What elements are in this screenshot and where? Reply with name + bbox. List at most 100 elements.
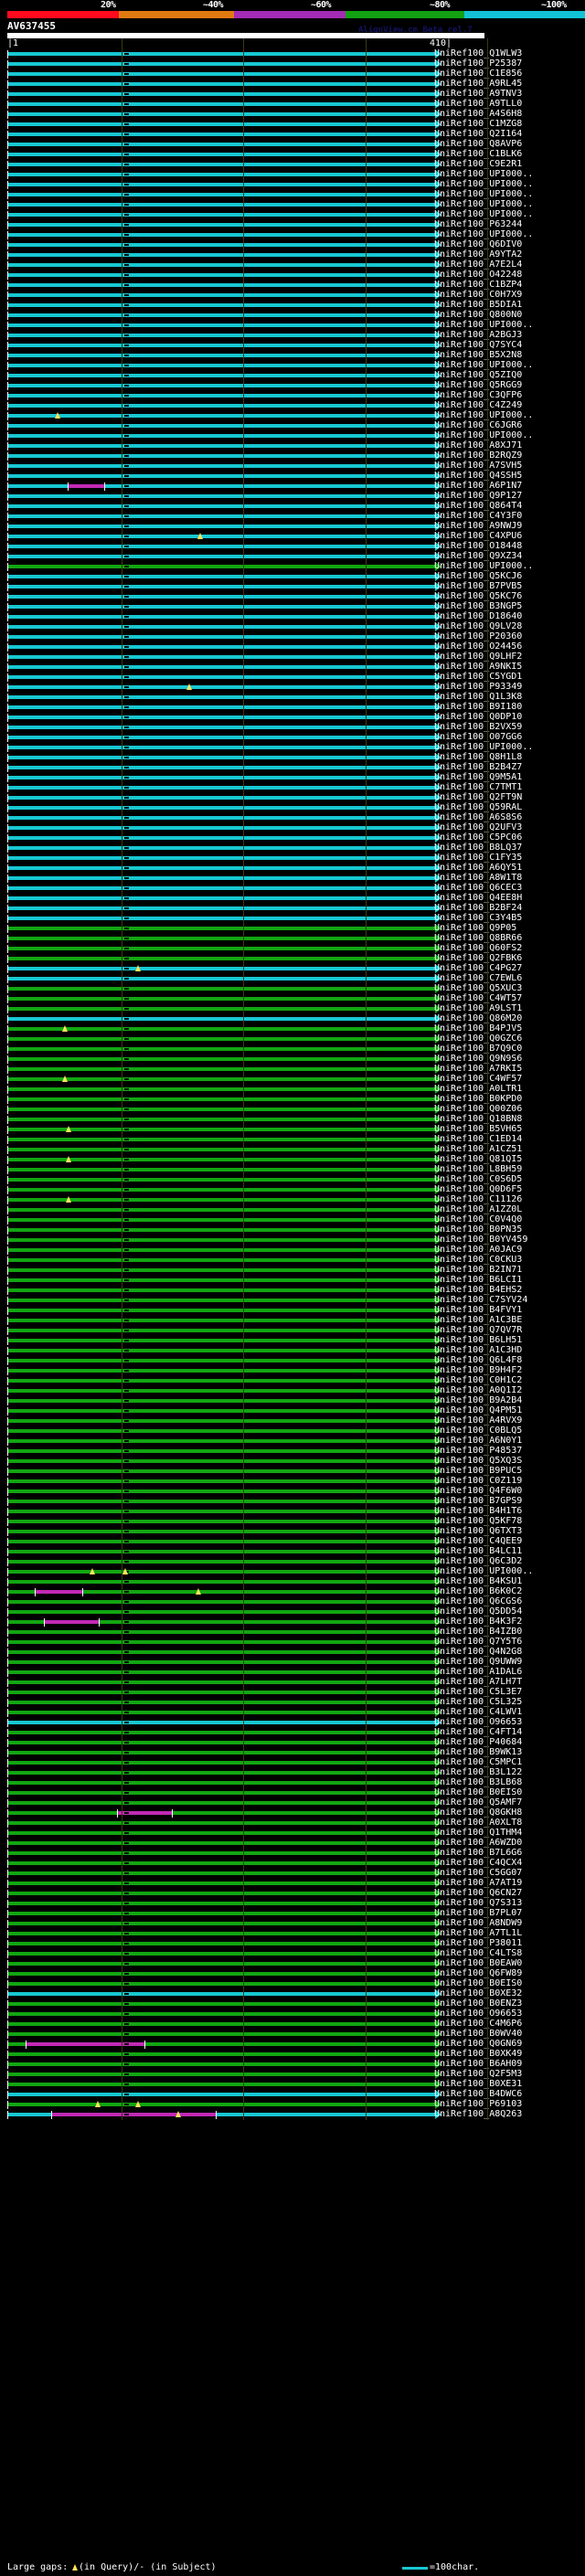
hsp-bar[interactable] xyxy=(7,665,435,669)
subject-label[interactable]: UniRef100_Q8GKH8 xyxy=(434,1807,523,1818)
hsp-bar[interactable] xyxy=(7,836,435,840)
alignment-row[interactable]: UniRef100_Q5RGG9 xyxy=(0,380,585,391)
hsp-bar[interactable] xyxy=(7,1369,435,1373)
alignment-row[interactable]: UniRef100_A6P1N7 xyxy=(0,481,585,492)
subject-label[interactable]: UniRef100_B3NGP5 xyxy=(434,601,523,611)
alignment-row[interactable]: UniRef100_A6WZD0 xyxy=(0,1838,585,1849)
alignment-row[interactable]: UniRef100_UPI000.. xyxy=(0,189,585,200)
subject-label[interactable]: UniRef100_Q9XZ34 xyxy=(434,551,523,561)
alignment-row[interactable]: UniRef100_Q8H1L8 xyxy=(0,752,585,763)
subject-label[interactable]: UniRef100_Q7S313 xyxy=(434,1898,523,1908)
alignment-row[interactable]: UniRef100_O96653 xyxy=(0,2009,585,2019)
alignment-row[interactable]: UniRef100_C4FT14 xyxy=(0,1727,585,1738)
hsp-bar[interactable] xyxy=(7,1459,435,1463)
hsp-bar[interactable] xyxy=(7,1972,435,1976)
subject-label[interactable]: UniRef100_B0WV40 xyxy=(434,2029,523,2039)
hsp-bar[interactable] xyxy=(7,635,435,639)
hsp-bar[interactable] xyxy=(7,1278,435,1282)
subject-label[interactable]: UniRef100_B0XE32 xyxy=(434,1988,523,1998)
alignment-row[interactable]: UniRef100_Q9N9S6 xyxy=(0,1054,585,1065)
hsp-bar[interactable] xyxy=(7,62,435,66)
hsp-bar[interactable] xyxy=(7,957,435,960)
hsp-bar[interactable] xyxy=(7,112,435,116)
subject-label[interactable]: UniRef100_C1BZP4 xyxy=(434,280,523,290)
alignment-row[interactable]: UniRef100_Q6CEC3 xyxy=(0,883,585,894)
alignment-row[interactable]: UniRef100_B4EHS2 xyxy=(0,1285,585,1296)
hsp-bar[interactable] xyxy=(7,494,435,498)
alignment-row[interactable]: UniRef100_C4M6P6 xyxy=(0,2019,585,2030)
subject-label[interactable]: UniRef100_Q864T4 xyxy=(434,501,523,511)
hsp-bar[interactable] xyxy=(7,183,435,186)
alignment-row[interactable]: UniRef100_B0XE31 xyxy=(0,2079,585,2090)
alignment-row[interactable]: UniRef100_Q7S313 xyxy=(0,1898,585,1909)
subject-label[interactable]: UniRef100_C4QEE9 xyxy=(434,1536,523,1546)
alignment-row[interactable]: UniRef100_A9YTA2 xyxy=(0,249,585,260)
alignment-row[interactable]: UniRef100_A9NWJ9 xyxy=(0,521,585,532)
alignment-row[interactable]: UniRef100_Q6FW89 xyxy=(0,1968,585,1979)
alignment-row[interactable]: UniRef100_B2BF24 xyxy=(0,903,585,914)
subject-label[interactable]: UniRef100_B4DWC6 xyxy=(434,2089,523,2099)
hsp-bar[interactable] xyxy=(7,595,435,599)
subject-label[interactable]: UniRef100_Q5KC76 xyxy=(434,591,523,601)
subject-label[interactable]: UniRef100_Q6CGS6 xyxy=(434,1596,523,1606)
subject-label[interactable]: UniRef100_A6N0Y1 xyxy=(434,1436,523,1446)
subject-label[interactable]: UniRef100_UPI000.. xyxy=(434,179,534,189)
hsp-bar[interactable] xyxy=(7,1489,435,1493)
alignment-row[interactable]: UniRef100_Q7SYC4 xyxy=(0,340,585,351)
hsp-bar[interactable] xyxy=(7,1570,435,1574)
hsp-bar[interactable] xyxy=(7,1097,435,1101)
hsp-bar[interactable] xyxy=(7,1691,435,1694)
subject-label[interactable]: UniRef100_A6S8S6 xyxy=(434,812,523,822)
hsp-bar[interactable] xyxy=(7,364,435,367)
alignment-row[interactable]: UniRef100_O96653 xyxy=(0,1717,585,1728)
alignment-row[interactable]: UniRef100_B4DWC6 xyxy=(0,2089,585,2100)
alignment-row[interactable]: UniRef100_A8W1T8 xyxy=(0,873,585,884)
alignment-row[interactable]: UniRef100_B7Q9C0 xyxy=(0,1044,585,1055)
alignment-row[interactable]: UniRef100_UPI000.. xyxy=(0,179,585,190)
subject-label[interactable]: UniRef100_Q7SYC4 xyxy=(434,340,523,350)
subject-label[interactable]: UniRef100_Q9P05 xyxy=(434,923,517,933)
alignment-row[interactable]: UniRef100_C0H7X9 xyxy=(0,290,585,301)
subject-label[interactable]: UniRef100_Q5AMF7 xyxy=(434,1797,523,1807)
subject-label[interactable]: UniRef100_Q1WLW3 xyxy=(434,48,523,58)
subject-label[interactable]: UniRef100_Q4EE8H xyxy=(434,893,523,903)
subject-label[interactable]: UniRef100_UPI000.. xyxy=(434,320,534,330)
hsp-bar-low-identity[interactable] xyxy=(26,2042,144,2046)
hsp-bar[interactable] xyxy=(7,102,435,106)
alignment-row[interactable]: UniRef100_B4FVY1 xyxy=(0,1305,585,1316)
alignment-row[interactable]: UniRef100_D18640 xyxy=(0,611,585,622)
hsp-bar[interactable] xyxy=(7,1027,435,1031)
alignment-row[interactable]: UniRef100_C5MPC1 xyxy=(0,1757,585,1768)
subject-label[interactable]: UniRef100_Q1L3K8 xyxy=(434,692,523,702)
alignment-row[interactable]: UniRef100_Q6CN27 xyxy=(0,1888,585,1899)
alignment-row[interactable]: UniRef100_Q60FS2 xyxy=(0,943,585,954)
hsp-bar[interactable] xyxy=(7,1821,435,1825)
subject-label[interactable]: UniRef100_A1ZZ0L xyxy=(434,1204,523,1214)
hsp-bar[interactable] xyxy=(7,1108,435,1111)
hsp-bar[interactable] xyxy=(7,2093,435,2096)
hsp-bar[interactable] xyxy=(7,2052,435,2056)
alignment-row[interactable]: UniRef100_Q9UWW9 xyxy=(0,1657,585,1668)
hsp-bar[interactable] xyxy=(7,575,435,578)
subject-label[interactable]: UniRef100_C5MPC1 xyxy=(434,1757,523,1767)
alignment-row[interactable]: UniRef100_C4XPU6 xyxy=(0,531,585,542)
hsp-bar[interactable] xyxy=(7,1349,435,1352)
alignment-row[interactable]: UniRef100_Q5KC76 xyxy=(0,591,585,602)
subject-label[interactable]: UniRef100_Q0GZC6 xyxy=(434,1034,523,1044)
subject-label[interactable]: UniRef100_Q6CEC3 xyxy=(434,883,523,893)
subject-label[interactable]: UniRef100_B7Q9C0 xyxy=(434,1044,523,1054)
alignment-row[interactable]: UniRef100_B9H4F2 xyxy=(0,1365,585,1376)
subject-label[interactable]: UniRef100_O96653 xyxy=(434,2009,523,2019)
subject-label[interactable]: UniRef100_UPI000.. xyxy=(434,561,534,571)
alignment-row[interactable]: UniRef100_Q2FT9N xyxy=(0,792,585,803)
subject-label[interactable]: UniRef100_B0XE31 xyxy=(434,2079,523,2089)
hsp-bar[interactable] xyxy=(7,786,435,790)
hsp-bar[interactable] xyxy=(7,263,435,267)
alignment-row[interactable]: UniRef100_B9A2B4 xyxy=(0,1395,585,1406)
alignment-row[interactable]: UniRef100_O07GG6 xyxy=(0,732,585,743)
hsp-bar[interactable] xyxy=(7,2103,435,2106)
subject-label[interactable]: UniRef100_Q6DIV0 xyxy=(434,239,523,249)
hsp-bar[interactable] xyxy=(7,1258,435,1262)
hsp-bar[interactable] xyxy=(7,223,435,227)
hsp-bar[interactable] xyxy=(7,555,435,558)
